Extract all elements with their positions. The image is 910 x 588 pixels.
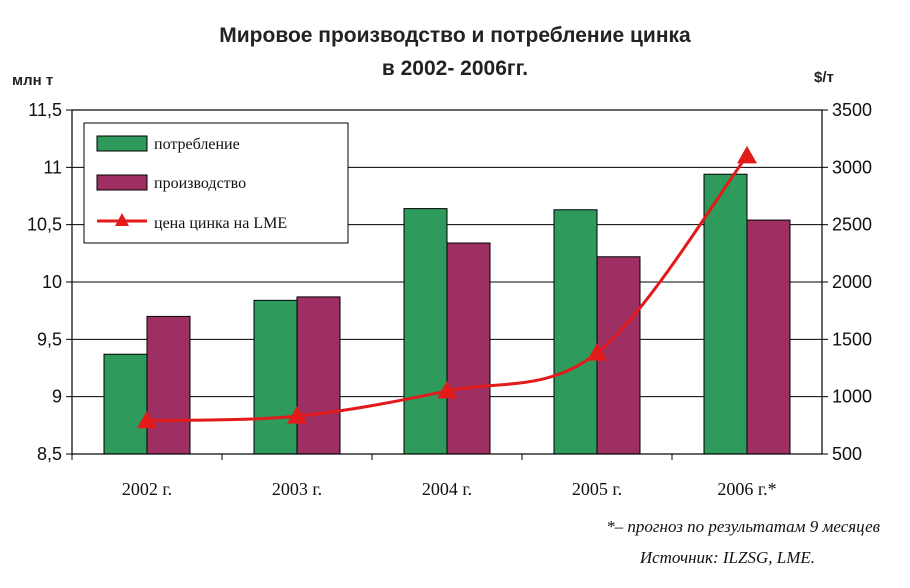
consumption-bar bbox=[703, 173, 748, 455]
price-line bbox=[146, 154, 749, 423]
right-axis-unit: $/т bbox=[814, 69, 834, 86]
left-axis-tick-label: 9 bbox=[52, 387, 62, 407]
price-line-group bbox=[137, 145, 757, 429]
consumption-bar bbox=[253, 299, 298, 455]
x-axis-tick-label: 2002 г. bbox=[122, 479, 172, 499]
production-bar bbox=[746, 219, 791, 455]
price-marker bbox=[737, 145, 757, 164]
price-marker bbox=[587, 343, 607, 361]
legend-marker-price bbox=[115, 213, 129, 226]
right-axis-tick-label: 500 bbox=[832, 444, 862, 464]
legend-label-consumption: потребление bbox=[154, 136, 240, 153]
legend-label-price: цена цинка на LME bbox=[154, 215, 287, 232]
left-axis-tick-label: 10 bbox=[42, 272, 62, 292]
right-axis-tick-label: 2500 bbox=[832, 215, 872, 235]
chart-title-line1: Мировое производство и потребление цинка bbox=[219, 24, 691, 47]
production-bar bbox=[146, 315, 191, 455]
left-axis-tick-label: 10,5 bbox=[27, 215, 62, 235]
x-axis: 2002 г. 2003 г. 2004 г. 2005 г. 2006 г.* bbox=[71, 454, 777, 499]
legend-swatch-consumption bbox=[96, 135, 148, 152]
left-axis-tick-label: 11 bbox=[43, 157, 62, 177]
price-marker bbox=[137, 410, 157, 429]
legend-swatch-production bbox=[96, 174, 148, 191]
left-axis-tick-label: 8,5 bbox=[37, 444, 62, 464]
right-axis-tick-label: 1000 bbox=[832, 387, 872, 407]
production-bar bbox=[446, 242, 491, 455]
right-axis-tick-label: 3000 bbox=[832, 157, 872, 177]
legend: потребление производство цена цинка на L… bbox=[83, 122, 349, 244]
chart-title-line2: в 2002- 2006гг. bbox=[382, 57, 528, 80]
source-note: Источник: ILZSG, LME. bbox=[639, 548, 815, 567]
left-axis-tick-label: 11,5 bbox=[28, 100, 62, 120]
right-axis-tick-label: 3500 bbox=[832, 100, 872, 120]
x-axis-tick-label: 2006 г.* bbox=[717, 479, 776, 499]
left-axis: 8,5 9 9,5 10 10,5 11 11,5 bbox=[27, 100, 72, 464]
x-axis-tick-label: 2004 г. bbox=[422, 479, 472, 499]
production-bar bbox=[296, 296, 341, 455]
consumption-bar bbox=[103, 353, 148, 455]
legend-label-production: производство bbox=[154, 175, 246, 192]
price-marker bbox=[437, 380, 457, 399]
x-axis-tick-label: 2003 г. bbox=[272, 479, 322, 499]
bar-group bbox=[103, 173, 791, 455]
left-axis-tick-label: 9,5 bbox=[37, 329, 62, 349]
left-axis-unit: млн т bbox=[12, 72, 53, 89]
right-axis-tick-label: 2000 bbox=[832, 272, 872, 292]
x-axis-tick-label: 2005 г. bbox=[572, 479, 622, 499]
right-axis-tick-label: 1500 bbox=[832, 329, 872, 349]
forecast-note: *– прогноз по результатам 9 месяцев bbox=[606, 517, 880, 536]
consumption-bar bbox=[553, 209, 598, 455]
price-marker bbox=[287, 406, 307, 424]
right-axis: 500 1000 1500 2000 2500 3000 3500 bbox=[822, 100, 872, 464]
consumption-bar bbox=[403, 208, 448, 455]
